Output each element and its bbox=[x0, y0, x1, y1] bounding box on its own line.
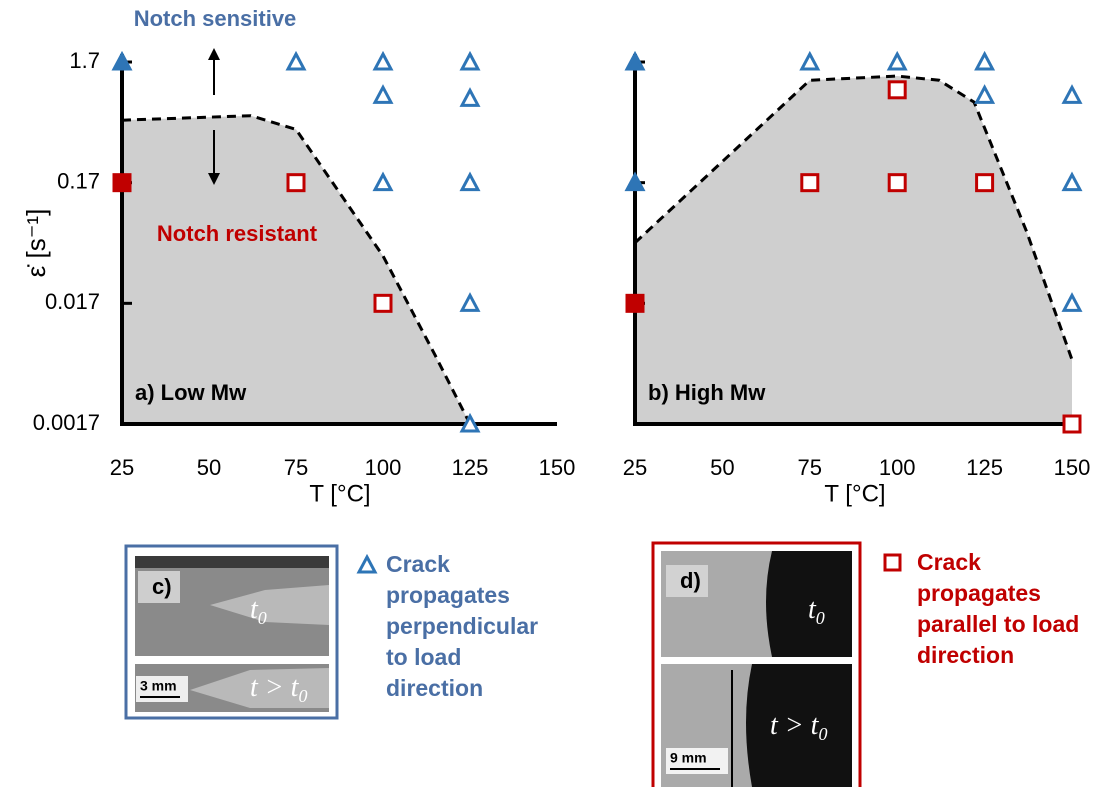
x-tick-label: 125 bbox=[452, 455, 489, 480]
point bbox=[288, 54, 304, 69]
point bbox=[462, 90, 478, 105]
x-axis-label: T [°C] bbox=[309, 480, 370, 507]
panel-label: d) bbox=[680, 568, 701, 593]
point bbox=[1064, 295, 1080, 310]
scale-label: 9 mm bbox=[670, 750, 707, 766]
point bbox=[375, 295, 391, 311]
time-sub: 0 bbox=[298, 686, 307, 706]
micrograph-edge bbox=[135, 556, 329, 568]
point bbox=[114, 54, 130, 69]
legend-entry: Crack propagates parallel to load direct… bbox=[917, 547, 1102, 671]
point bbox=[889, 82, 905, 98]
point bbox=[889, 175, 905, 191]
x-tick-label: 75 bbox=[284, 455, 308, 480]
point bbox=[977, 87, 993, 102]
point bbox=[375, 175, 391, 190]
point bbox=[1064, 416, 1080, 432]
x-tick-label: 125 bbox=[966, 455, 1003, 480]
scale-label: 3 mm bbox=[140, 678, 177, 694]
point bbox=[375, 54, 391, 69]
point bbox=[1064, 87, 1080, 102]
y-tick-label: 0.17 bbox=[57, 168, 100, 193]
point bbox=[462, 175, 478, 190]
region bbox=[635, 76, 1072, 424]
legend-marker bbox=[885, 555, 900, 570]
y-tick-label: 0.017 bbox=[45, 289, 100, 314]
legend-entry: Crack propagates perpendicular to load d… bbox=[386, 549, 546, 704]
x-tick-label: 50 bbox=[197, 455, 221, 480]
point bbox=[802, 175, 818, 191]
x-axis-label: T [°C] bbox=[824, 480, 885, 507]
point bbox=[627, 175, 643, 190]
x-tick-label: 25 bbox=[110, 455, 134, 480]
point bbox=[114, 175, 130, 191]
point bbox=[627, 54, 643, 69]
legend-marker bbox=[359, 557, 375, 572]
x-tick-label: 150 bbox=[1054, 455, 1091, 480]
panel-title: b) High Mw bbox=[648, 380, 766, 405]
y-tick-label: 1.7 bbox=[69, 48, 100, 73]
arrow-head bbox=[208, 48, 220, 60]
x-tick-label: 75 bbox=[798, 455, 822, 480]
point bbox=[462, 54, 478, 69]
point bbox=[375, 87, 391, 102]
point bbox=[889, 54, 905, 69]
time-base: t > t bbox=[250, 672, 300, 703]
point bbox=[288, 175, 304, 191]
x-tick-label: 50 bbox=[710, 455, 734, 480]
annotation: Notch resistant bbox=[157, 221, 318, 246]
region bbox=[122, 116, 470, 424]
figure: 0.0017 0.017 0.17 1.7 25 50 75 100 125 150 T [°C] ε… bbox=[0, 0, 1106, 787]
annotation: Notch sensitive bbox=[134, 6, 297, 31]
point bbox=[462, 295, 478, 310]
y-axis-label: ε̇ [s⁻¹] bbox=[21, 209, 51, 278]
point bbox=[1064, 175, 1080, 190]
x-tick-label: 25 bbox=[623, 455, 647, 480]
time-base: t > t bbox=[770, 710, 820, 741]
x-tick-label: 100 bbox=[879, 455, 916, 480]
time-sub: 0 bbox=[818, 724, 827, 744]
time-sub: 0 bbox=[258, 608, 267, 628]
y-tick-label: 0.0017 bbox=[33, 410, 100, 435]
point bbox=[802, 54, 818, 69]
point bbox=[977, 175, 993, 191]
point bbox=[627, 295, 643, 311]
panel-title: a) Low Mw bbox=[135, 380, 247, 405]
point bbox=[977, 54, 993, 69]
x-tick-label: 100 bbox=[365, 455, 402, 480]
x-tick-label: 150 bbox=[539, 455, 576, 480]
panel-label: c) bbox=[152, 574, 172, 599]
time-sub: 0 bbox=[816, 608, 825, 628]
